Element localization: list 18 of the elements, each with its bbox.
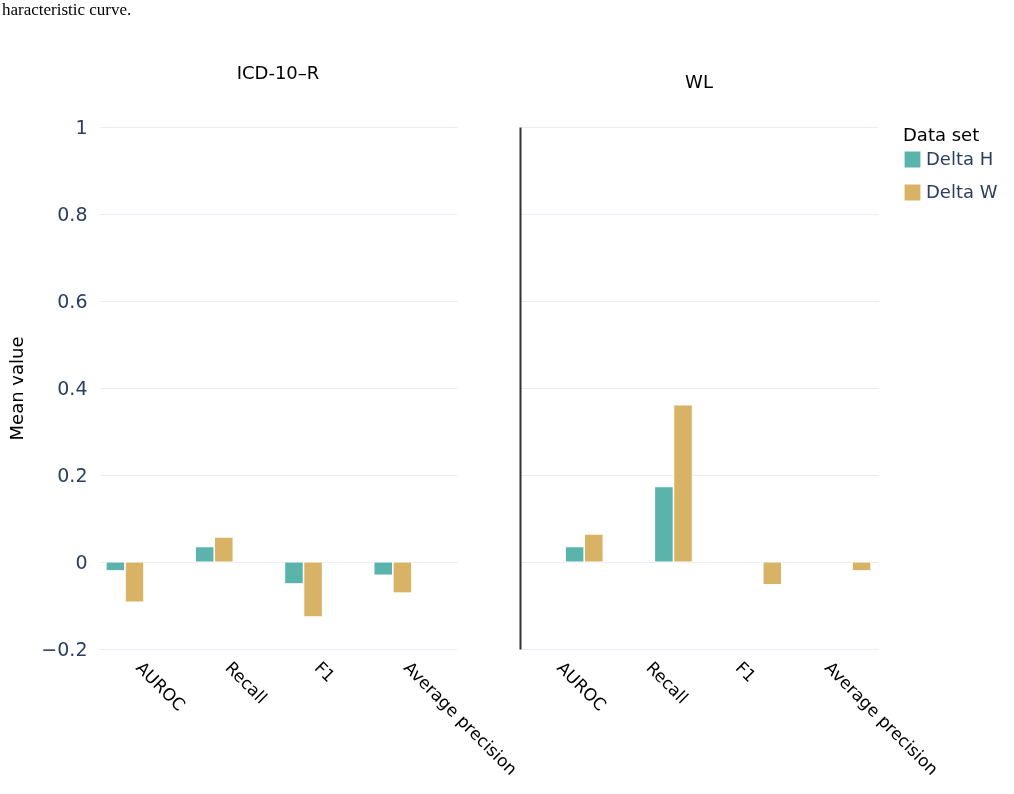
y-tick-label: 0.4 (57, 376, 88, 399)
bar (762, 561, 783, 586)
y-tick-label: 0.8 (57, 202, 88, 225)
y-tick-label: 0.2 (57, 463, 88, 486)
y-tick-label: 0 (75, 550, 88, 573)
chart-title: ICD-10–R (236, 62, 320, 83)
x-tick-label: F1 (310, 657, 340, 687)
bar (851, 561, 872, 572)
y-axis-title: Mean value (6, 336, 28, 441)
x-tick-label: F1 (731, 657, 761, 687)
y-tick-label: 0.6 (57, 289, 88, 312)
text: haracteristic curve. (2, 0, 132, 21)
y-tick-label: −0.2 (41, 637, 88, 660)
legend-title: Data set (903, 124, 980, 145)
legend-label: Delta W (926, 180, 998, 202)
y-tick-label: 1 (75, 115, 88, 138)
chart-title: WL (685, 71, 713, 92)
legend-label: Delta H (926, 147, 994, 169)
